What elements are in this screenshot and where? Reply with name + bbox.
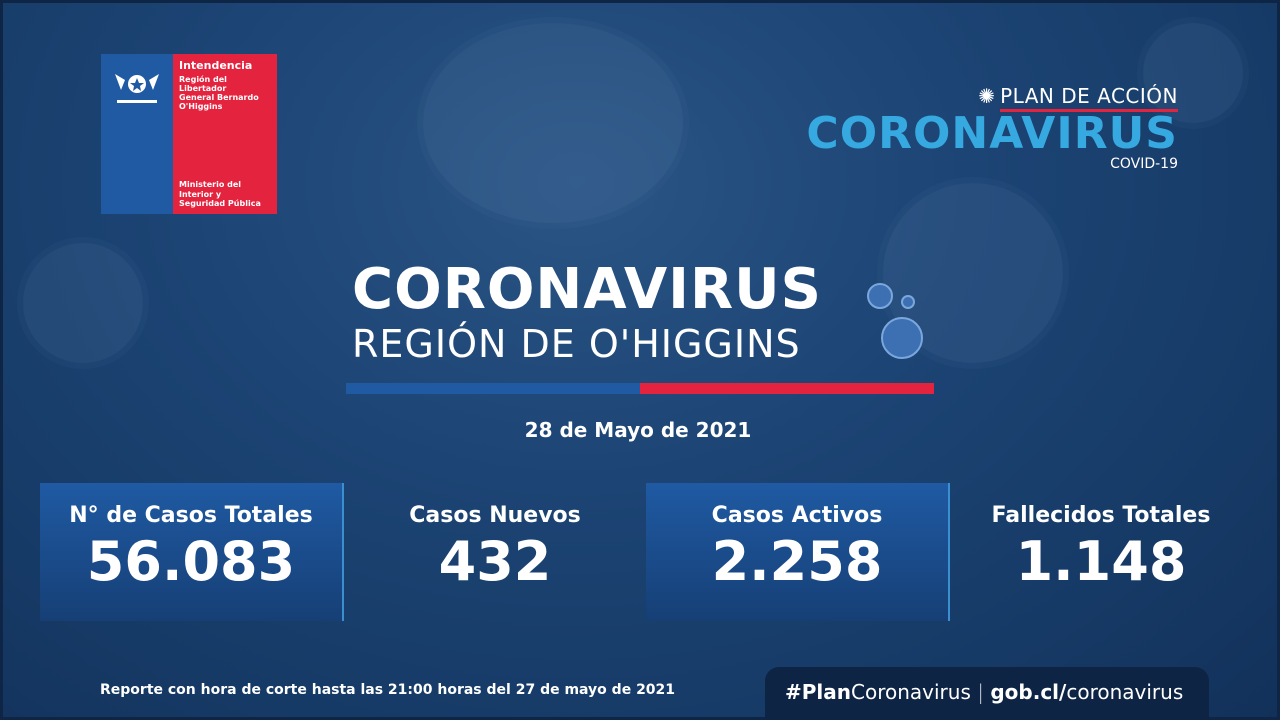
stat-value: 56.083 [86,530,296,593]
logo-region-2: General Bernardo [179,93,259,103]
intendencia-logo: Intendencia Región del Libertador Genera… [101,54,277,214]
stat-label: Casos Nuevos [409,503,581,528]
plan-line2: CORONAVIRUS [806,108,1178,159]
stat-label: Fallecidos Totales [991,503,1211,528]
plan-line1: PLAN DE ACCIÓN [1000,84,1178,112]
hashtag-banner: #PlanCoronavirus | gob.cl/coronavirus [765,667,1209,720]
headline-sub: REGIÓN DE O'HIGGINS [352,322,801,366]
hashtag-bold: #Plan [785,680,852,704]
logo-region-3: O'Higgins [179,102,223,112]
stat-value: 1.148 [1015,530,1187,593]
plan-line3: COVID-19 [1110,156,1178,172]
flag-bar [346,383,934,394]
logo-ministry-2: Interior y [179,189,222,199]
logo-title: Intendencia [179,59,253,72]
stat-label: Casos Activos [711,503,883,528]
stat-active-cases: Casos Activos 2.258 [646,483,950,621]
stat-value: 432 [438,530,552,593]
logo-region-1: Región del Libertador [179,74,227,93]
virus-icon: ✺ [978,84,995,108]
hashtag-rest: Coronavirus [851,680,971,704]
plan-accion-logo: ✺ PLAN DE ACCIÓN CORONAVIRUS COVID-19 [806,84,1178,172]
virus-icon [867,283,923,359]
headline: CORONAVIRUS REGIÓN DE O'HIGGINS [352,257,822,367]
logo-ministry-3: Seguridad Pública [179,198,261,208]
logo-ministry-1: Ministerio del [179,180,242,190]
stat-new-cases: Casos Nuevos 432 [344,483,646,621]
stat-deaths: Fallecidos Totales 1.148 [950,483,1252,621]
report-date: 28 de Mayo de 2021 [524,418,752,442]
site-rest: coronavirus [1066,680,1184,704]
separator: | [977,680,984,704]
footer-note: Reporte con hora de corte hasta las 21:0… [100,682,676,698]
stat-total-cases: N° de Casos Totales 56.083 [40,483,344,621]
stat-label: N° de Casos Totales [69,503,313,528]
headline-main: CORONAVIRUS [352,257,822,322]
stat-value: 2.258 [711,530,883,593]
coat-of-arms-icon [115,74,159,103]
site-bold: gob.cl/ [990,680,1067,704]
